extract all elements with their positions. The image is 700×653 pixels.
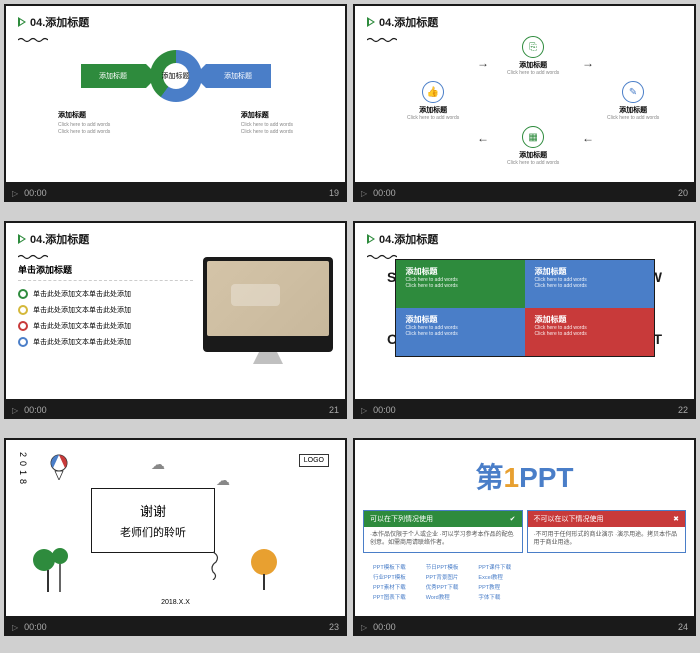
- arrow-left: 添加标题: [81, 64, 146, 88]
- play-control-icon[interactable]: ▷: [361, 406, 367, 415]
- link-item[interactable]: 节日PPT模板: [426, 563, 459, 571]
- bullet-item: 单击此处添加文本单击此处添加: [18, 337, 193, 347]
- bullet-list: 单击添加标题 单击此处添加文本单击此处添加单击此处添加文本单击此处添加单击此处添…: [18, 257, 193, 364]
- cycle-diagram: → → ← ← ⎘添加标题Click here to add words👍添加标…: [367, 36, 682, 166]
- squiggle-icon: [367, 247, 397, 253]
- brand-logo: 第1PPT: [363, 456, 686, 496]
- play-icon: [18, 234, 26, 244]
- cloud-icon: ☁: [151, 456, 165, 473]
- link-column: PPT课件下载 Excel教程 PPT教程字体下载: [478, 563, 511, 601]
- link-item[interactable]: 字体下载: [478, 593, 511, 601]
- cycle-node: 👍添加标题Click here to add words: [407, 81, 459, 121]
- link-item[interactable]: Word教程: [426, 593, 459, 601]
- slide-controls: ▷ 00:00 19: [4, 184, 347, 202]
- link-item[interactable]: PPT背景图片: [426, 573, 459, 581]
- check-icon: ✔: [510, 515, 516, 523]
- play-icon: [367, 17, 375, 27]
- slide-24-wrap: 第1PPT 可以在下列情况使用✔·本作品仅限于个人或企业 ·可以学习参考本作品的…: [353, 438, 696, 649]
- bullet-item: 单击此处添加文本单击此处添加: [18, 289, 193, 299]
- link-item[interactable]: PPT模板下载: [373, 563, 406, 571]
- link-item[interactable]: 优秀PPT下载: [426, 583, 459, 591]
- play-control-icon[interactable]: ▷: [361, 623, 367, 632]
- swot-cell: 添加标题Click here to add wordsClick here to…: [525, 260, 654, 308]
- slide-24[interactable]: 第1PPT 可以在下列情况使用✔·本作品仅限于个人或企业 ·可以学习参考本作品的…: [353, 438, 696, 618]
- link-item[interactable]: PPT素材下载: [373, 583, 406, 591]
- cycle-node: ✎添加标题Click here to add words: [607, 81, 659, 121]
- link-column: PPT模板下载行业PPT模板 PPT素材下载 PPT图表下载: [373, 563, 406, 601]
- balloon-icon: [48, 454, 70, 480]
- logo-placeholder: LOGO: [299, 454, 329, 467]
- slide-20-wrap: 04.添加标题 → → ← ← ⎘添加标题Click here to add w…: [353, 4, 696, 215]
- thanks-slide: 2018 ☁ ☁ LOGO 谢谢 老师们的聆听 2018.X.X: [16, 450, 335, 610]
- slide-19-wrap: 04.添加标题 添加标题 添加标题 添加标题 添加标题Click here to…: [4, 4, 347, 215]
- slide-header: 04.添加标题: [18, 14, 333, 30]
- usage-rules: 可以在下列情况使用✔·本作品仅限于个人或企业 ·可以学习参考本作品的配色创意。如…: [363, 510, 686, 553]
- cross-icon: ✖: [673, 515, 679, 523]
- tree-icon: [246, 548, 282, 590]
- cycle-node: ⎘添加标题Click here to add words: [507, 36, 559, 76]
- swot-cell: 添加标题Click here to add wordsClick here to…: [396, 308, 525, 356]
- cycle-node: ▦添加标题Click here to add words: [507, 126, 559, 166]
- slide-23-wrap: 2018 ☁ ☁ LOGO 谢谢 老师们的聆听 2018.X.X ▷00:002…: [4, 438, 347, 649]
- link-grid: PPT模板下载行业PPT模板 PPT素材下载 PPT图表下载 节日PPT模板 PPT背景…: [363, 563, 686, 601]
- link-item[interactable]: PPT课件下载: [478, 563, 511, 571]
- arrow-right: 添加标题: [206, 64, 271, 88]
- slide-21-wrap: 04.添加标题 单击添加标题 单击此处添加文本单击此处添加单击此处添加文本单击此…: [4, 221, 347, 432]
- play-control-icon[interactable]: ▷: [12, 623, 18, 632]
- play-icon: [18, 17, 26, 27]
- swot-cell: 添加标题Click here to add wordsClick here to…: [396, 260, 525, 308]
- slide-number: 19: [329, 188, 339, 198]
- bullet-item: 单击此处添加文本单击此处添加: [18, 321, 193, 331]
- time-label: 00:00: [24, 188, 47, 198]
- link-item[interactable]: Excel教程: [478, 573, 511, 581]
- play-control-icon[interactable]: ▷: [361, 189, 367, 198]
- cloud-icon: ☁: [216, 472, 230, 489]
- swot-matrix: S W O T 添加标题Click here to add wordsClick…: [367, 259, 682, 357]
- labels: 添加标题Click here to add wordsClick here to…: [18, 102, 333, 135]
- squiggle-icon: [18, 30, 48, 36]
- spiral-icon: [204, 550, 222, 580]
- slide-21[interactable]: 04.添加标题 单击添加标题 单击此处添加文本单击此处添加单击此处添加文本单击此…: [4, 221, 347, 401]
- link-item[interactable]: PPT教程: [478, 583, 511, 591]
- play-icon: [367, 234, 375, 244]
- slide-22[interactable]: 04.添加标题 S W O T 添加标题Click here to add wo…: [353, 221, 696, 401]
- link-item[interactable]: PPT图表下载: [373, 593, 406, 601]
- slide-22-wrap: 04.添加标题 S W O T 添加标题Click here to add wo…: [353, 221, 696, 432]
- play-control-icon[interactable]: ▷: [12, 189, 18, 198]
- slide-20[interactable]: 04.添加标题 → → ← ← ⎘添加标题Click here to add w…: [353, 4, 696, 184]
- tree-icon: [32, 542, 74, 592]
- slide-23[interactable]: 2018 ☁ ☁ LOGO 谢谢 老师们的聆听 2018.X.X: [4, 438, 347, 618]
- thanks-box: 谢谢 老师们的聆听: [91, 488, 215, 553]
- link-column: 节日PPT模板 PPT背景图片优秀PPT下载 Word教程: [426, 563, 459, 601]
- slide-title: 04.添加标题: [30, 14, 89, 30]
- slide-19[interactable]: 04.添加标题 添加标题 添加标题 添加标题 添加标题Click here to…: [4, 4, 347, 184]
- bullet-item: 单击此处添加文本单击此处添加: [18, 305, 193, 315]
- play-control-icon[interactable]: ▷: [12, 406, 18, 415]
- diagram-body: 添加标题 添加标题 添加标题: [18, 50, 333, 102]
- monitor-image: [203, 257, 333, 364]
- link-item[interactable]: 行业PPT模板: [373, 573, 406, 581]
- squiggle-icon: [18, 247, 48, 253]
- swot-cell: 添加标题Click here to add wordsClick here to…: [525, 308, 654, 356]
